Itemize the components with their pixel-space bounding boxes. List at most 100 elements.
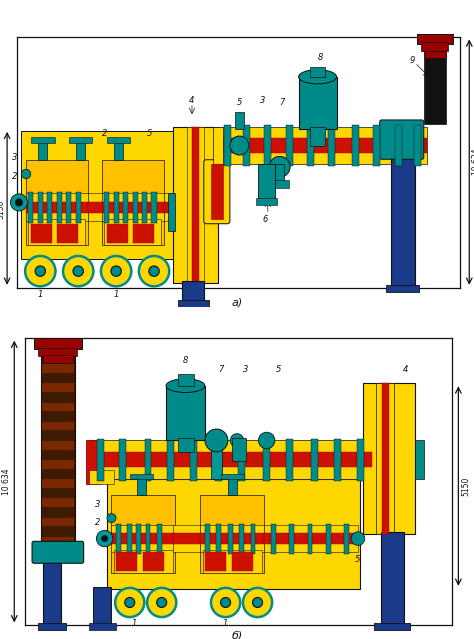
Circle shape [147,588,176,617]
Bar [308,523,312,553]
Text: 7: 7 [279,98,285,107]
Bar [89,452,372,467]
Bar [76,141,85,160]
Bar [42,508,74,517]
Bar [182,281,204,304]
Bar [232,438,246,461]
Bar [258,164,275,200]
Text: а): а) [231,298,243,308]
Circle shape [230,434,244,447]
Bar [66,192,71,223]
Ellipse shape [166,379,205,392]
Circle shape [157,597,167,608]
Bar [114,141,123,160]
Bar [128,523,132,553]
Bar [415,440,424,479]
Bar [146,523,150,553]
FancyBboxPatch shape [204,160,230,224]
Bar [119,438,127,481]
Bar [38,623,66,630]
FancyBboxPatch shape [32,541,83,563]
Text: 7: 7 [219,366,224,374]
Circle shape [111,266,121,276]
Bar [88,202,102,213]
Bar [89,470,114,484]
Bar [190,438,197,481]
Bar [168,193,175,231]
Bar [93,587,111,626]
Bar [228,477,237,495]
Text: 2: 2 [95,518,100,527]
Bar [42,498,74,507]
Bar [41,347,75,548]
Bar [424,39,446,124]
Bar [203,550,262,573]
Bar [107,224,128,243]
Bar [111,525,175,552]
Bar [42,460,74,469]
Bar [173,127,218,283]
Circle shape [205,429,228,452]
Bar [374,125,380,166]
Circle shape [10,194,27,211]
Bar [417,34,453,43]
Bar [111,495,175,573]
Text: 1: 1 [37,290,43,299]
Bar [201,495,264,573]
Text: 5: 5 [356,555,361,564]
Text: 9: 9 [59,424,64,433]
Bar [311,438,318,481]
Bar [28,219,85,245]
Bar [111,534,175,544]
Circle shape [139,256,169,286]
Bar [142,192,147,223]
Circle shape [253,597,263,608]
Bar [43,559,61,626]
Text: 10 634: 10 634 [2,468,11,495]
Bar [34,338,82,349]
Text: 3: 3 [95,500,100,509]
Bar [275,164,284,181]
Bar [270,180,289,189]
Bar [144,552,164,571]
Bar [201,525,264,552]
Bar [21,131,173,259]
Bar [178,438,194,452]
Bar [173,525,201,552]
Bar [328,125,335,166]
Bar [97,438,103,481]
Bar [263,438,270,481]
Bar [42,412,74,421]
Bar [167,438,174,481]
Text: б): б) [231,630,243,639]
Bar [47,192,52,223]
Bar [334,438,341,481]
Text: 1: 1 [132,619,137,627]
Bar [299,77,337,129]
Bar [382,383,389,534]
Bar [164,193,175,221]
Bar [216,523,221,553]
Bar [201,534,264,544]
Bar [173,534,201,544]
Bar [42,527,74,536]
Bar [57,192,62,223]
Bar [264,525,358,552]
Bar [42,393,74,402]
Bar [89,623,116,630]
Text: 3: 3 [11,153,17,162]
Bar [42,422,74,431]
Bar [187,127,204,283]
Bar [145,438,152,481]
Circle shape [101,535,108,542]
Bar [211,164,223,219]
Circle shape [115,588,145,617]
Bar [205,523,210,553]
Text: 10 634: 10 634 [472,149,474,176]
Bar [137,477,146,495]
Text: 5: 5 [275,366,281,374]
Bar [326,523,331,553]
Bar [178,300,209,307]
Bar [42,374,74,383]
Bar [391,155,415,288]
